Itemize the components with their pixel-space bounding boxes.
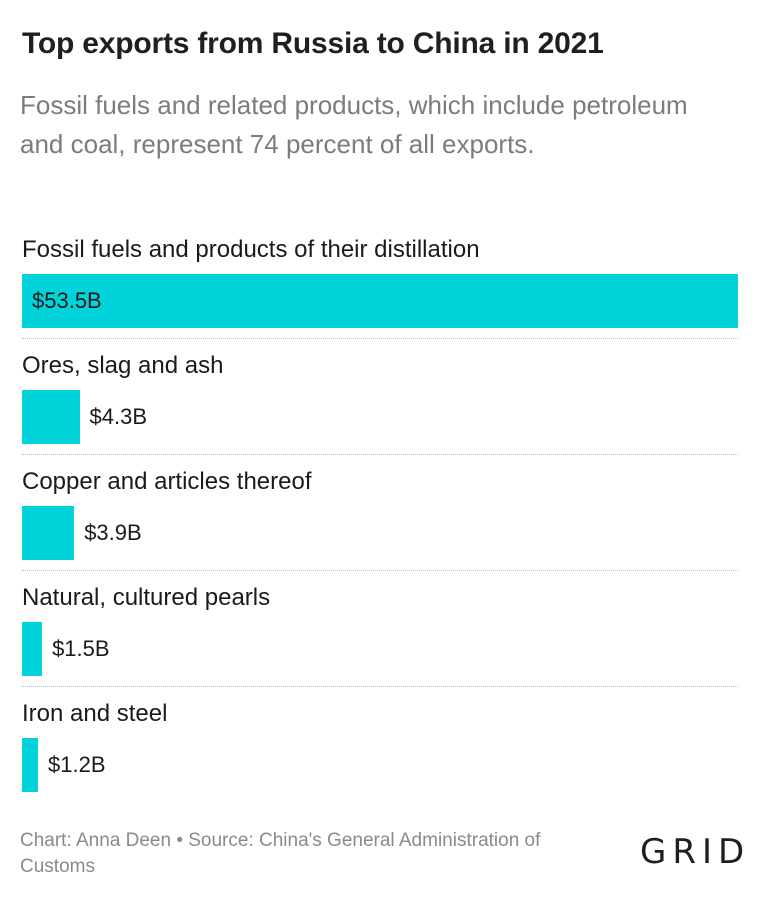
bar bbox=[22, 738, 39, 792]
value-label: $1.5B bbox=[52, 636, 110, 661]
value-label: $1.2B bbox=[48, 752, 106, 777]
bar-row: Iron and steel $1.2B bbox=[22, 694, 738, 810]
row-divider bbox=[22, 454, 738, 455]
chart-title: Top exports from Russia to China in 2021 bbox=[22, 27, 604, 60]
bar-row: Fossil fuels and products of their disti… bbox=[22, 230, 738, 346]
bar bbox=[22, 390, 80, 444]
category-label: Iron and steel bbox=[22, 700, 168, 727]
bar-row: Ores, slag and ash $4.3B bbox=[22, 346, 738, 462]
bar-row: Copper and articles thereof $3.9B bbox=[22, 462, 738, 578]
bar bbox=[22, 506, 75, 560]
grid-logo: GRID bbox=[640, 832, 751, 872]
category-label: Natural, cultured pearls bbox=[22, 584, 271, 611]
chart-subtitle: Fossil fuels and related products, which… bbox=[20, 90, 688, 159]
value-label: $3.9B bbox=[84, 520, 142, 545]
bar bbox=[22, 622, 43, 676]
value-label: $53.5B bbox=[32, 288, 102, 313]
bar-chart: Fossil fuels and products of their disti… bbox=[22, 230, 738, 792]
row-divider bbox=[22, 338, 738, 339]
bar-row: Natural, cultured pearls $1.5B bbox=[22, 578, 738, 694]
bar bbox=[22, 274, 738, 328]
category-label: Fossil fuels and products of their disti… bbox=[22, 236, 480, 263]
row-divider bbox=[22, 570, 738, 571]
value-label: $4.3B bbox=[89, 404, 148, 429]
category-label: Ores, slag and ash bbox=[22, 352, 224, 379]
category-label: Copper and articles thereof bbox=[22, 468, 312, 495]
chart-credit: Chart: Anna Deen • Source: China's Gener… bbox=[20, 830, 541, 877]
row-divider bbox=[22, 686, 738, 687]
